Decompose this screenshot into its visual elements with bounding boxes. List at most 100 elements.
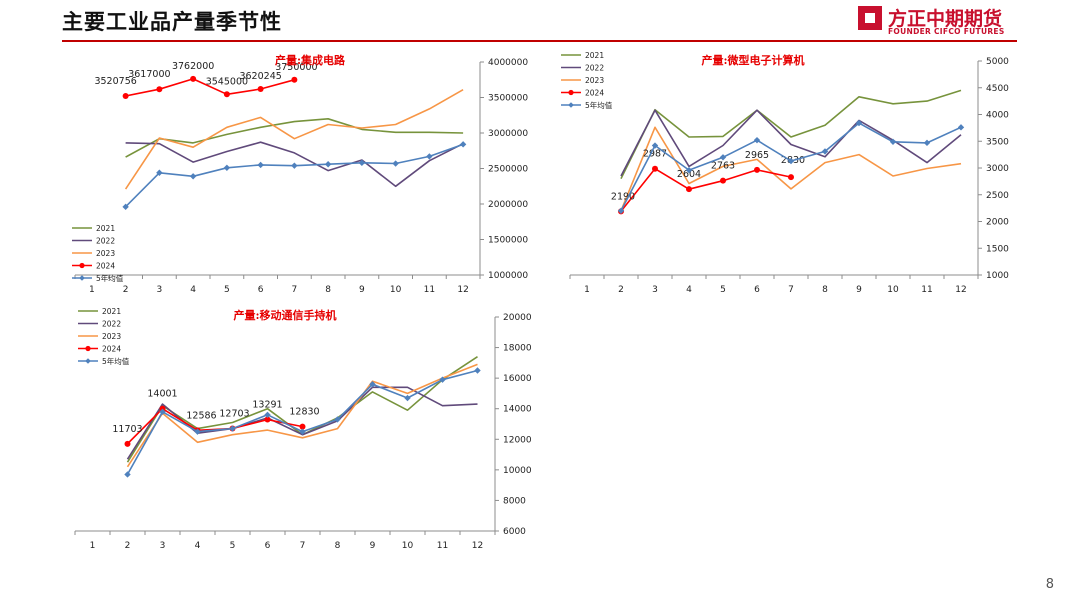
legend-marker (568, 102, 574, 108)
page-title: 主要工业品产量季节性 (62, 10, 282, 34)
legend-label: 2021 (96, 224, 115, 233)
y-tick-label: 3000000 (488, 129, 528, 139)
title-divider (62, 40, 1017, 42)
legend-label: 2023 (102, 332, 121, 341)
series-point-avg (229, 425, 236, 432)
series-line-2021 (125, 118, 464, 158)
x-tick-label: 4 (686, 285, 692, 295)
x-tick-label: 3 (157, 285, 163, 295)
x-tick-label: 9 (359, 285, 365, 295)
legend-marker (85, 345, 91, 352)
x-tick-label: 3 (160, 541, 166, 551)
legend-label: 2021 (102, 307, 121, 316)
legend-label: 2022 (102, 320, 121, 329)
legend-label: 2022 (96, 237, 115, 246)
x-tick-label: 8 (325, 285, 331, 295)
x-tick-label: 11 (437, 541, 448, 551)
y-tick-label: 4000000 (488, 58, 528, 68)
y-tick-label: 3000 (986, 164, 1009, 174)
x-tick-label: 8 (822, 285, 828, 295)
x-tick-label: 6 (265, 541, 271, 551)
series-point-avg (324, 161, 332, 168)
legend-label: 2023 (96, 249, 115, 258)
x-tick-label: 5 (720, 285, 726, 295)
data-label: 3620245 (239, 71, 281, 82)
x-tick-label: 7 (292, 285, 298, 295)
y-tick-label: 3500 (986, 137, 1009, 147)
series-point-avg (124, 471, 131, 478)
series-point-avg (651, 142, 659, 149)
x-tick-label: 11 (921, 285, 932, 295)
logo-mark-icon (858, 6, 882, 30)
x-tick-label: 10 (402, 541, 414, 551)
x-tick-label: 3 (652, 285, 658, 295)
data-label: 13291 (252, 400, 282, 411)
series-point-2024 (788, 174, 794, 181)
y-tick-label: 1500 (986, 244, 1009, 254)
series-point-2024 (652, 165, 658, 172)
series-point-avg (156, 169, 163, 176)
series-line-2023 (126, 363, 478, 468)
data-label: 12586 (186, 410, 216, 421)
y-tick-label: 4000 (986, 111, 1009, 121)
series-point-2024 (223, 91, 230, 98)
series-point-avg (753, 136, 761, 144)
chart-integrated-circuit: 1000000 1500000 2000000 2500000 3000000 35000… (72, 53, 528, 295)
x-tick-label: 1 (584, 285, 590, 295)
x-tick-label: 4 (195, 541, 201, 551)
data-label: 2190 (611, 191, 635, 202)
series-line-2021 (620, 89, 962, 180)
x-tick-label: 12 (457, 285, 468, 295)
y-tick-label: 2500000 (488, 165, 528, 175)
x-tick-label: 5 (230, 541, 236, 551)
data-label: 12703 (219, 409, 249, 420)
series-point-avg (358, 159, 366, 167)
series-point-avg (787, 157, 795, 165)
y-tick-label: 4500 (986, 84, 1009, 94)
y-tick-label: 5000 (986, 57, 1009, 67)
legend-label: 2022 (585, 64, 604, 73)
x-tick-label: 12 (472, 541, 483, 551)
data-label: 2965 (745, 150, 769, 161)
x-tick-label: 6 (754, 285, 760, 295)
series-point-avg (957, 124, 965, 131)
x-tick-label: 1 (90, 541, 96, 551)
series-point-2024 (124, 440, 131, 447)
legend-label: 5年均值 (102, 356, 130, 366)
chart-title: 产量:微型电子计算机 (701, 53, 804, 67)
x-tick-label: 2 (123, 285, 129, 295)
data-label: 2763 (711, 161, 735, 172)
legend-label: 2024 (96, 262, 115, 271)
y-tick-label: 16000 (503, 374, 532, 384)
x-tick-label: 1 (89, 285, 95, 295)
series-point-avg (223, 164, 231, 171)
series-point-avg (855, 119, 863, 127)
series-point-avg (404, 394, 411, 402)
y-tick-label: 20000 (503, 313, 532, 323)
y-tick-label: 3500000 (488, 94, 528, 104)
series-point-avg (257, 161, 264, 169)
logo-chinese-name: 方正中期期货 (888, 8, 1003, 30)
series-line-2023 (620, 126, 962, 212)
y-tick-label: 1000000 (488, 271, 528, 281)
series-line-2022 (620, 109, 962, 177)
series-point-2024 (291, 76, 298, 83)
x-tick-label: 8 (335, 541, 341, 551)
y-tick-label: 2000000 (488, 200, 528, 210)
company-logo: 方正中期期货 FOUNDER CIFCO FUTURES (858, 4, 1018, 38)
x-tick-label: 7 (788, 285, 794, 295)
series-point-avg (889, 138, 897, 145)
x-tick-label: 4 (190, 285, 196, 295)
legend-label: 2021 (585, 51, 604, 60)
series-point-2024 (257, 85, 264, 92)
legend-marker (568, 89, 574, 96)
data-label: 12830 (289, 407, 319, 418)
series-line-2024 (620, 167, 792, 212)
y-tick-label: 1000 (986, 271, 1009, 281)
series-point-2024 (264, 416, 271, 423)
x-tick-label: 9 (856, 285, 862, 295)
series-line-2022 (126, 386, 478, 460)
series-line-2023 (124, 89, 464, 190)
